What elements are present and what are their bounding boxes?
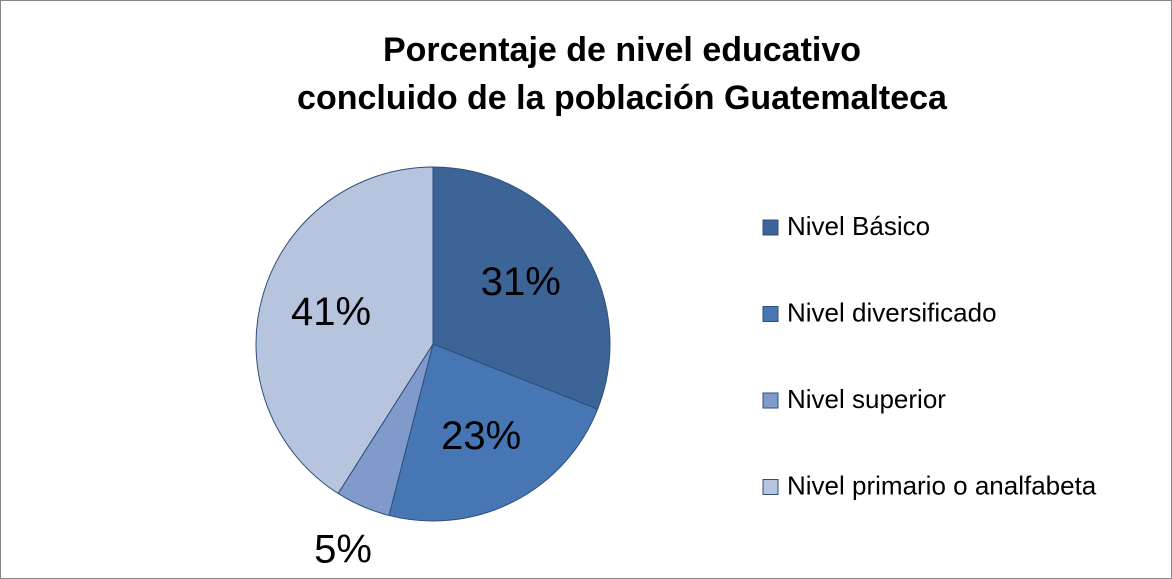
legend-swatch xyxy=(762,306,779,322)
data-label: 23% xyxy=(441,414,521,458)
chart-title: Porcentaje de nivel educativo xyxy=(383,31,861,69)
legend-swatch xyxy=(762,219,779,236)
pie-slice xyxy=(432,166,611,410)
legend-swatch xyxy=(762,392,779,409)
legend-label: Nivel superior xyxy=(787,384,946,414)
legend-label: Nivel Básico xyxy=(787,211,930,241)
legend-label: Nivel diversificado xyxy=(787,297,997,327)
legend-swatch xyxy=(762,479,779,495)
pie-slice xyxy=(255,166,434,495)
chart-title: concluido de la población Guatemalteca xyxy=(297,79,948,117)
data-label: 41% xyxy=(291,290,371,334)
pie-slice xyxy=(388,343,599,522)
legend-label: Nivel primario o analfabeta xyxy=(787,470,1097,500)
data-label: 5% xyxy=(314,527,372,571)
data-label: 31% xyxy=(481,260,561,304)
